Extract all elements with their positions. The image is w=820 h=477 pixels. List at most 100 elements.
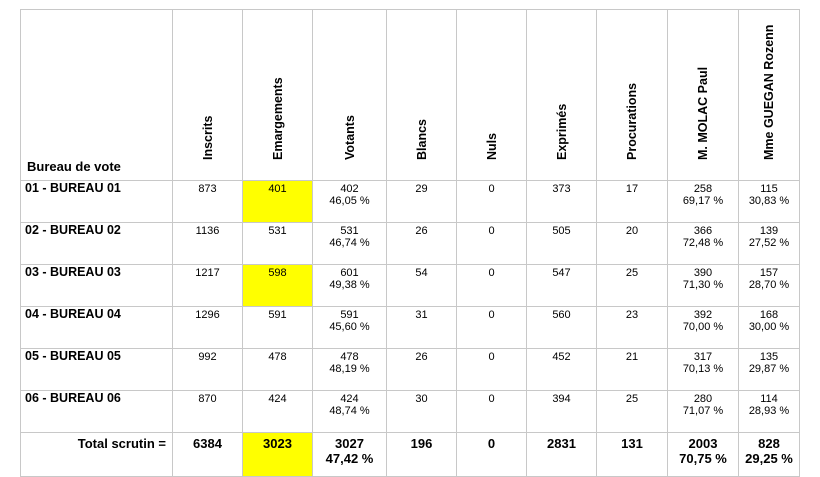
- header-votants-label: Votants: [342, 115, 357, 160]
- total-molac-value: 2003: [688, 436, 718, 451]
- cell-votants-value: 402: [340, 183, 359, 195]
- cell-guegan: 168 30,00 %: [738, 306, 800, 349]
- cell-bureau: 05 - BUREAU 05: [20, 348, 173, 391]
- table-row: 03 - BUREAU 03 1217 598 601 49,38 % 54 0 547 25 3…: [20, 264, 800, 307]
- total-guegan-pct: 29,25 %: [745, 451, 793, 466]
- header-blancs-label: Blancs: [414, 119, 429, 160]
- cell-molac: 366 72,48 %: [667, 222, 739, 265]
- total-blancs: 196: [386, 432, 457, 477]
- cell-guegan: 135 29,87 %: [738, 348, 800, 391]
- cell-votants-value: 478: [340, 351, 359, 363]
- cell-bureau: 03 - BUREAU 03: [20, 264, 173, 307]
- cell-votants: 478 48,19 %: [312, 348, 387, 391]
- header-molac-label: M. MOLAC Paul: [696, 66, 710, 160]
- header-procurations-label: Procurations: [625, 82, 639, 160]
- cell-guegan-pct: 30,00 %: [748, 321, 790, 333]
- cell-guegan-pct: 27,52 %: [748, 237, 790, 249]
- header-molac: M. MOLAC Paul: [667, 9, 739, 181]
- cell-procurations: 25: [596, 390, 668, 433]
- total-votants-value: 3027: [335, 436, 364, 451]
- cell-votants-value: 424: [340, 393, 359, 405]
- header-procurations: Procurations: [596, 9, 668, 181]
- results-table: Bureau de vote Inscrits Emargements Vota…: [20, 9, 800, 477]
- cell-guegan-value: 157: [759, 267, 779, 279]
- cell-molac-value: 390: [693, 267, 713, 279]
- header-inscrits: Inscrits: [172, 9, 243, 181]
- cell-nuls: 0: [456, 180, 527, 223]
- cell-inscrits: 1136: [172, 222, 243, 265]
- cell-molac-pct: 71,07 %: [682, 405, 724, 417]
- cell-procurations: 20: [596, 222, 668, 265]
- header-inscrits-label: Inscrits: [200, 115, 215, 160]
- cell-molac-value: 366: [693, 225, 713, 237]
- cell-emargements: 591: [242, 306, 313, 349]
- header-emargements-label: Emargements: [270, 77, 285, 160]
- header-row: Bureau de vote Inscrits Emargements Vota…: [20, 9, 800, 181]
- cell-inscrits: 873: [172, 180, 243, 223]
- cell-molac: 280 71,07 %: [667, 390, 739, 433]
- cell-molac-pct: 69,17 %: [682, 195, 724, 207]
- cell-procurations: 17: [596, 180, 668, 223]
- total-molac: 2003 70,75 %: [667, 432, 739, 477]
- header-guegan: Mme GUEGAN Rozenn: [738, 9, 800, 181]
- cell-emargements: 478: [242, 348, 313, 391]
- cell-exprimes: 452: [526, 348, 597, 391]
- cell-nuls: 0: [456, 348, 527, 391]
- cell-molac-pct: 70,13 %: [682, 363, 724, 375]
- cell-inscrits: 1217: [172, 264, 243, 307]
- cell-blancs: 54: [386, 264, 457, 307]
- cell-emargements: 424: [242, 390, 313, 433]
- cell-nuls: 0: [456, 306, 527, 349]
- table-row: 02 - BUREAU 02 1136 531 531 46,74 % 26 0 505 20 3…: [20, 222, 800, 265]
- cell-inscrits: 992: [172, 348, 243, 391]
- cell-guegan-pct: 30,83 %: [748, 195, 790, 207]
- cell-emargements: 598: [242, 264, 313, 307]
- cell-votants-value: 601: [340, 267, 359, 279]
- cell-votants-pct: 46,74 %: [329, 237, 370, 249]
- header-emargements: Emargements: [242, 9, 313, 181]
- cell-votants-pct: 45,60 %: [329, 321, 370, 333]
- header-blancs: Blancs: [386, 9, 457, 181]
- total-emargements: 3023: [242, 432, 313, 477]
- cell-exprimes: 547: [526, 264, 597, 307]
- cell-nuls: 0: [456, 390, 527, 433]
- total-guegan-value: 828: [758, 436, 780, 451]
- cell-guegan-value: 135: [759, 351, 779, 363]
- header-bureau: Bureau de vote: [20, 9, 173, 181]
- cell-votants-pct: 48,19 %: [329, 363, 370, 375]
- cell-nuls: 0: [456, 222, 527, 265]
- cell-procurations: 21: [596, 348, 668, 391]
- cell-molac-value: 280: [693, 393, 713, 405]
- table-row: 05 - BUREAU 05 992 478 478 48,19 % 26 0 452 21 31…: [20, 348, 800, 391]
- cell-guegan-pct: 28,93 %: [748, 405, 790, 417]
- cell-blancs: 30: [386, 390, 457, 433]
- cell-exprimes: 560: [526, 306, 597, 349]
- cell-guegan: 139 27,52 %: [738, 222, 800, 265]
- cell-votants-pct: 48,74 %: [329, 405, 370, 417]
- total-votants: 3027 47,42 %: [312, 432, 387, 477]
- header-exprimes: Exprimés: [526, 9, 597, 181]
- cell-molac-value: 317: [693, 351, 713, 363]
- header-exprimes-label: Exprimés: [554, 103, 569, 160]
- cell-guegan: 115 30,83 %: [738, 180, 800, 223]
- cell-molac-value: 392: [693, 309, 713, 321]
- cell-bureau: 06 - BUREAU 06: [20, 390, 173, 433]
- cell-guegan-pct: 28,70 %: [748, 279, 790, 291]
- cell-bureau: 01 - BUREAU 01: [20, 180, 173, 223]
- results-sheet: Bureau de vote Inscrits Emargements Vota…: [20, 9, 800, 477]
- total-row: Total scrutin = 6384 3023 3027 47,42 % 19…: [20, 432, 800, 477]
- table-row: 06 - BUREAU 06 870 424 424 48,74 % 30 0 394 25 28…: [20, 390, 800, 433]
- cell-molac-pct: 70,00 %: [682, 321, 724, 333]
- table-row: 01 - BUREAU 01 873 401 402 46,05 % 29 0 373 17 25…: [20, 180, 800, 223]
- cell-guegan-value: 168: [759, 309, 779, 321]
- total-exprimes: 2831: [526, 432, 597, 477]
- cell-inscrits: 870: [172, 390, 243, 433]
- cell-votants-pct: 46,05 %: [329, 195, 370, 207]
- total-procurations: 131: [596, 432, 668, 477]
- cell-molac-value: 258: [693, 183, 713, 195]
- cell-nuls: 0: [456, 264, 527, 307]
- cell-procurations: 23: [596, 306, 668, 349]
- cell-bureau: 04 - BUREAU 04: [20, 306, 173, 349]
- cell-molac-pct: 72,48 %: [682, 237, 724, 249]
- cell-exprimes: 394: [526, 390, 597, 433]
